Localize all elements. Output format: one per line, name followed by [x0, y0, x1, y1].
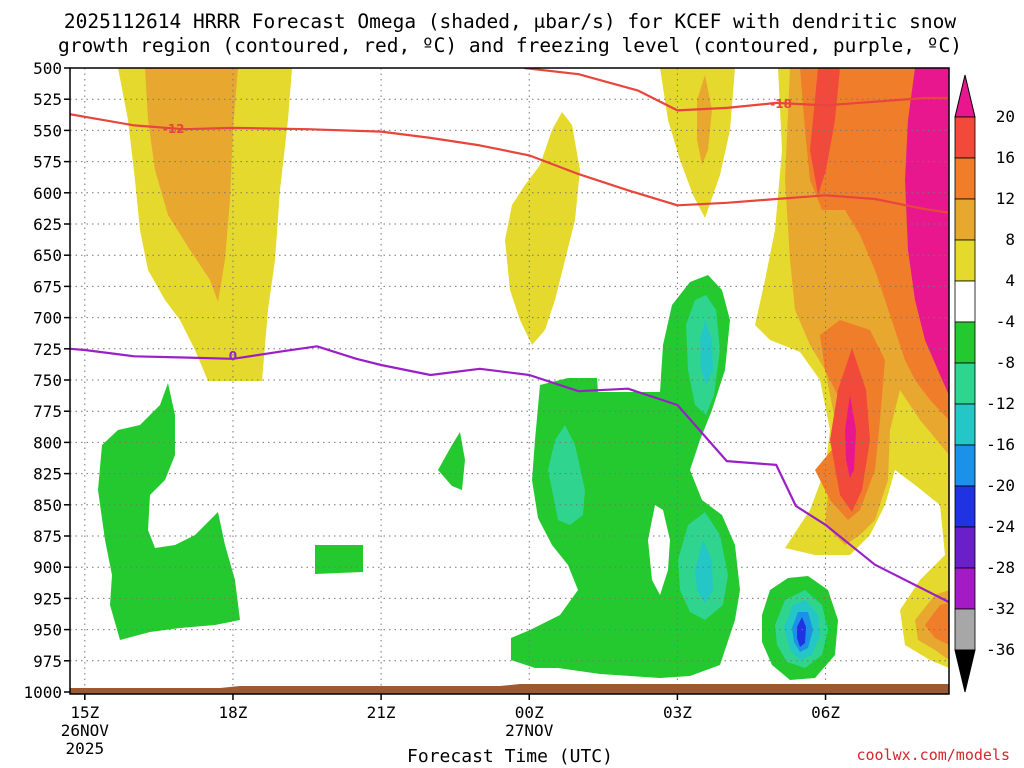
y-tick-label: 750	[33, 371, 62, 390]
y-tick-label: 1000	[23, 683, 62, 702]
y-tick-label: 500	[33, 59, 62, 78]
x-axis-label: Forecast Time (UTC)	[407, 746, 613, 767]
colorbar-label: 8	[1005, 230, 1015, 249]
contour-label-dgz-minus12: -12	[163, 122, 185, 136]
x-tick-label: 03Z	[663, 703, 692, 722]
colorbar-band	[954, 239, 976, 282]
x-tick-year: 2025	[66, 739, 105, 758]
omega-neg4-region-small	[315, 545, 363, 574]
omega-pos12-region-lower-right	[925, 603, 949, 645]
x-tick-date: 27NOV	[505, 721, 554, 740]
colorbar: 20 16 12 8 4 -4 -8 -12 -16 -20 -24 -28 -32 -36	[954, 74, 1015, 693]
y-tick-label: 625	[33, 215, 62, 234]
colorbar-band	[954, 567, 976, 610]
colorbar-bottom-triangle	[954, 649, 976, 693]
y-tick-label: 825	[33, 465, 62, 484]
y-tick-label: 875	[33, 527, 62, 546]
y-tick-label: 950	[33, 621, 62, 640]
omega-neg20-region-right	[797, 617, 806, 647]
y-tick-label: 550	[33, 121, 62, 140]
x-tick-label: 21Z	[367, 703, 396, 722]
colorbar-band	[954, 485, 976, 528]
contour-freezing-level-0	[70, 345, 949, 604]
colorbar-label: 16	[996, 148, 1015, 167]
colorbar-label: 4	[1005, 271, 1015, 290]
colorbar-band	[954, 157, 976, 200]
colorbar-label: -16	[986, 435, 1015, 454]
colorbar-label: -32	[986, 599, 1015, 618]
omega-neg12-region-center-b	[700, 320, 713, 385]
terrain-band	[70, 684, 949, 694]
y-tick-label: 525	[33, 90, 62, 109]
contour-label-freezing-level-0: 0	[229, 349, 237, 363]
credit-text: coolwx.com/models	[856, 746, 1010, 764]
y-tick-label: 925	[33, 589, 62, 608]
x-tick-label: 18Z	[219, 703, 248, 722]
omega-shading	[98, 68, 949, 680]
colorbar-band	[954, 608, 976, 651]
y-tick-label: 775	[33, 402, 62, 421]
colorbar-band	[954, 403, 976, 446]
omega-pos4-region-center	[505, 112, 580, 345]
contour-lines: -12 -18 0	[70, 68, 949, 604]
contour-label-dgz-minus18: -18	[770, 97, 792, 111]
y-axis: 500 525 550 575 600 625 650 675 700 725 750 775 800 8…	[23, 59, 70, 702]
colorbar-label: 12	[996, 189, 1015, 208]
y-tick-label: 600	[33, 184, 62, 203]
colorbar-label: -20	[986, 476, 1015, 495]
y-tick-label: 850	[33, 496, 62, 515]
colorbar-band	[954, 362, 976, 405]
colorbar-band	[954, 321, 976, 364]
y-tick-label: 800	[33, 433, 62, 452]
colorbar-band	[954, 526, 976, 569]
omega-pos8-region-upper	[697, 75, 712, 165]
y-tick-label: 650	[33, 246, 62, 265]
colorbar-label: -36	[986, 640, 1015, 659]
contour-dgz-minus18	[524, 68, 949, 112]
omega-pos20-core-a	[845, 395, 856, 478]
y-tick-label: 675	[33, 277, 62, 296]
chart-title-line1: 2025112614 HRRR Forecast Omega (shaded, …	[64, 10, 956, 33]
y-tick-label: 575	[33, 153, 62, 172]
colorbar-label: -4	[996, 312, 1015, 331]
colorbar-band	[954, 444, 976, 487]
colorbar-band	[954, 280, 976, 323]
plot-frame	[69, 67, 950, 695]
omega-neg8-region-center-a	[548, 425, 585, 525]
y-tick-label: 700	[33, 309, 62, 328]
colorbar-label: 20	[996, 107, 1015, 126]
omega-pos16-core-b	[810, 68, 840, 195]
y-tick-label: 975	[33, 652, 62, 671]
colorbar-label: -28	[986, 558, 1015, 577]
contour-dgz-minus12	[70, 113, 949, 214]
omega-pos20-right-edge	[905, 68, 949, 395]
colorbar-band	[954, 198, 976, 241]
y-tick-label: 725	[33, 340, 62, 359]
colorbar-band	[954, 116, 976, 159]
colorbar-label: -24	[986, 517, 1015, 536]
omega-neg4-region-sliver	[438, 432, 465, 490]
grid-lines	[70, 68, 949, 692]
x-tick-date: 26NOV	[61, 721, 110, 740]
chart-title-line2: growth region (contoured, red, ºC) and f…	[58, 34, 962, 57]
omega-pos8-region-left	[145, 68, 238, 302]
x-tick-label: 06Z	[811, 703, 840, 722]
omega-pos4-region-upper	[660, 68, 735, 218]
omega-neg4-region-left	[98, 383, 240, 640]
x-tick-label: 00Z	[515, 703, 544, 722]
colorbar-label: -12	[986, 394, 1015, 413]
x-tick-label: 15Z	[70, 703, 99, 722]
y-tick-label: 900	[33, 558, 62, 577]
colorbar-top-triangle	[954, 74, 976, 118]
colorbar-label: -8	[996, 353, 1015, 372]
omega-neg12-region-center-c	[695, 540, 713, 603]
